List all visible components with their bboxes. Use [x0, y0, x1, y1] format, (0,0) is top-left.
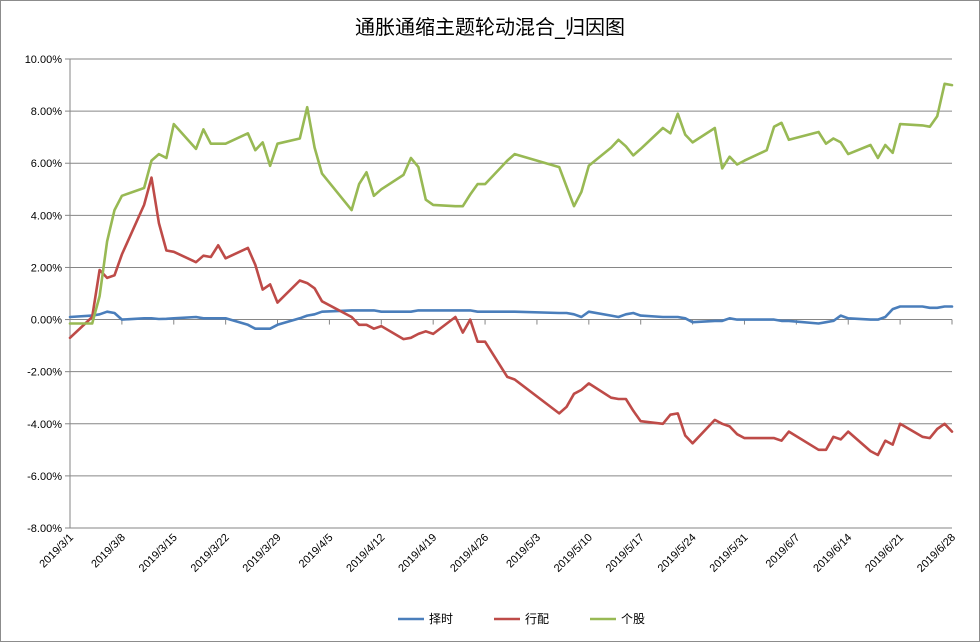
- y-tick-label: 6.00%: [31, 158, 62, 170]
- y-tick-label: 10.00%: [25, 54, 63, 66]
- y-tick-label: 8.00%: [31, 106, 62, 118]
- legend-item: 择时: [398, 612, 453, 626]
- x-tick-label: 2019/4/26: [448, 532, 491, 575]
- axes: [65, 58, 953, 529]
- x-tick-label: 2019/5/3: [504, 532, 543, 571]
- series-line-行配: [68, 176, 954, 457]
- y-tick-label: -4.00%: [27, 419, 62, 431]
- chart-title: 通胀通缩主题轮动混合_归因图: [355, 15, 625, 39]
- legend-item: 行配: [494, 612, 549, 626]
- legend-item: 个股: [590, 612, 645, 626]
- x-tick-label: 2019/4/5: [297, 532, 336, 571]
- x-tick-label: 2019/6/28: [915, 532, 958, 575]
- legend-label: 择时: [429, 612, 453, 626]
- x-tick-label: 2019/3/29: [241, 532, 284, 575]
- legend: 择时 行配 个股: [398, 612, 645, 626]
- x-axis-ticks: 2019/3/1 2019/3/8 2019/3/15 2019/3/22 2019/3…: [37, 532, 958, 575]
- x-tick-label: 2019/3/1: [37, 532, 76, 571]
- y-tick-label: 2.00%: [31, 262, 62, 274]
- y-tick-label: -8.00%: [27, 523, 62, 535]
- series-line-择时: [68, 305, 954, 330]
- legend-label: 行配: [525, 612, 549, 626]
- x-tick-label: 2019/4/19: [396, 532, 439, 575]
- x-tick-label: 2019/5/10: [552, 532, 595, 575]
- x-tick-label: 2019/6/14: [811, 532, 854, 575]
- x-tick-label: 2019/5/31: [708, 532, 751, 575]
- x-tick-label: 2019/6/7: [764, 532, 803, 571]
- series-lines: [68, 82, 954, 457]
- y-axis-ticks: 10.00% 8.00% 6.00% 4.00% 2.00% 0.00% -2.00% -4.…: [25, 54, 63, 535]
- y-tick-label: -6.00%: [27, 471, 62, 483]
- x-tick-label: 2019/3/8: [89, 532, 128, 571]
- x-tick-label: 2019/6/21: [863, 532, 906, 575]
- y-tick-label: 4.00%: [31, 210, 62, 222]
- x-tick-label: 2019/5/17: [604, 532, 647, 575]
- y-tick-label: -2.00%: [27, 367, 62, 379]
- x-tick-label: 2019/4/12: [344, 532, 387, 575]
- x-tick-label: 2019/3/15: [137, 532, 180, 575]
- x-tick-label: 2019/5/24: [656, 532, 699, 575]
- y-tick-label: 0.00%: [31, 315, 62, 327]
- legend-label: 个股: [621, 612, 645, 626]
- series-line-个股: [68, 82, 954, 325]
- x-tick-label: 2019/3/22: [189, 532, 232, 575]
